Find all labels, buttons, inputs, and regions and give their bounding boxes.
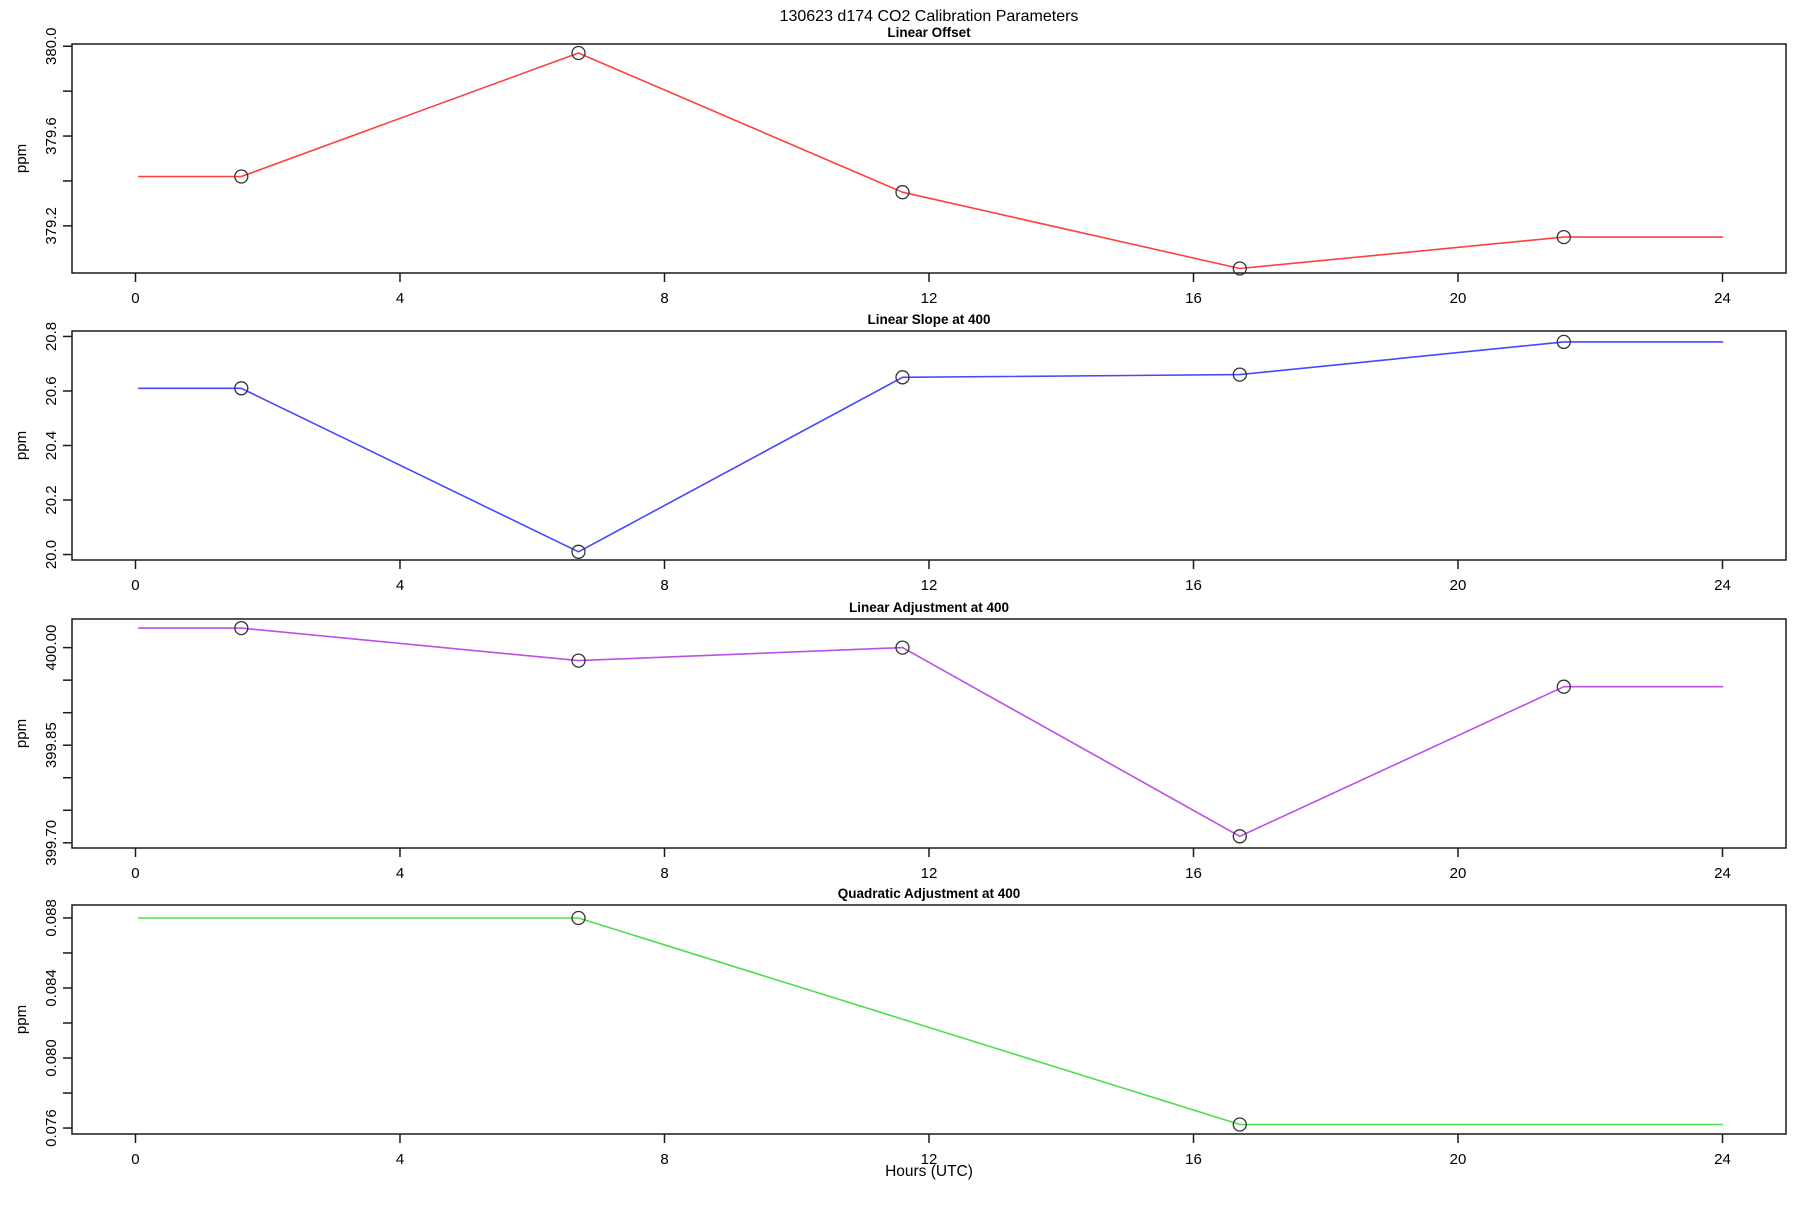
y-tick-label: 399.70 [43,820,60,866]
x-tick-label: 24 [1714,577,1731,594]
data-point-marker [234,620,249,636]
y-tick-label: 400.00 [43,625,60,671]
series-line [138,52,1724,270]
data-point-marker [571,544,586,559]
data-point-marker [895,185,910,200]
x-tick-label: 8 [660,577,668,594]
data-point-marker [895,370,910,385]
x-axis-label: Hours (UTC) [885,1163,973,1180]
data-point-marker [1556,679,1571,694]
y-axis-label: ppm [13,719,30,748]
x-tick-label: 20 [1450,865,1467,882]
y-axis-label: ppm [13,1005,30,1034]
y-axis-label: ppm [13,431,30,460]
y-tick-label: 0.088 [43,899,60,937]
x-tick-label: 12 [921,290,938,307]
y-tick-label: 0.080 [43,1039,60,1077]
panel-title: Linear Adjustment at 400 [849,600,1009,615]
plot-box [71,330,1787,561]
data-point-marker [1232,829,1247,844]
panel-title: Quadratic Adjustment at 400 [838,886,1021,901]
data-point-marker [1232,367,1247,382]
x-tick-label: 0 [131,865,139,882]
y-tick-label: 380.0 [43,27,60,65]
x-tick-label: 4 [396,1151,404,1168]
series-line [138,917,1724,1126]
data-point-marker [234,381,249,396]
panel-linear-slope-at-400: Linear Slope at 400 20.0 20.2 20.4 20.6 20.8 p… [13,312,1787,594]
x-tick-label: 4 [396,290,404,307]
x-tick-label: 0 [131,1151,139,1168]
plot-box [71,904,1787,1135]
data-point-marker [571,910,586,926]
y-tick-label: 0.084 [43,969,60,1007]
y-tick-label: 20.8 [43,322,60,351]
x-tick-label: 0 [131,290,139,307]
x-tick-label: 24 [1714,1151,1731,1168]
y-tick-label: 20.6 [43,376,60,405]
y-tick-label: 379.2 [43,207,60,245]
plot-box [71,43,1787,274]
panel-linear-adjustment-at-400: Linear Adjustment at 400 399.70 399.85 400.… [13,600,1787,882]
x-tick-label: 24 [1714,290,1731,307]
y-tick-label: 399.85 [43,722,60,768]
x-tick-label: 12 [921,1151,938,1168]
panel-title: Linear Offset [887,25,971,40]
y-axis-label: ppm [13,144,30,173]
x-tick-label: 16 [1185,1151,1202,1168]
data-point-marker [571,653,586,668]
series-line [138,341,1724,553]
y-tick-label: 20.2 [43,485,60,514]
x-tick-label: 16 [1185,290,1202,307]
data-point-marker [1556,334,1571,350]
panel-title: Linear Slope at 400 [867,312,990,327]
x-tick-label: 4 [396,865,404,882]
x-tick-label: 8 [660,865,668,882]
x-tick-label: 16 [1185,577,1202,594]
series-line [138,627,1724,838]
y-tick-label: 20.4 [43,431,60,460]
x-tick-label: 0 [131,577,139,594]
data-point-marker [1232,1117,1247,1132]
y-tick-label: 0.076 [43,1109,60,1147]
x-tick-label: 24 [1714,865,1731,882]
data-point-marker [571,45,586,61]
data-point-marker [1232,261,1247,276]
plot-box [71,618,1787,849]
x-tick-label: 16 [1185,865,1202,882]
y-tick-label: 20.0 [43,540,60,569]
x-tick-label: 4 [396,577,404,594]
x-tick-label: 20 [1450,290,1467,307]
y-tick-label: 379.6 [43,117,60,155]
data-point-marker [895,640,910,655]
x-tick-label: 20 [1450,577,1467,594]
x-tick-label: 8 [660,1151,668,1168]
x-tick-label: 12 [921,865,938,882]
panel-quadratic-adjustment-at-400: Quadratic Adjustment at 400 0.076 0.080 0.0… [13,886,1787,1168]
data-point-marker [1556,229,1571,245]
chart-main-title: 130623 d174 CO2 Calibration Parameters [780,8,1079,25]
x-tick-label: 8 [660,290,668,307]
x-tick-label: 12 [921,577,938,594]
panel-linear-offset: Linear Offset 379.2 379.6 380.0 ppm 0 4 8 12 16 20… [13,25,1787,307]
data-point-marker [234,169,249,184]
x-tick-label: 20 [1450,1151,1467,1168]
